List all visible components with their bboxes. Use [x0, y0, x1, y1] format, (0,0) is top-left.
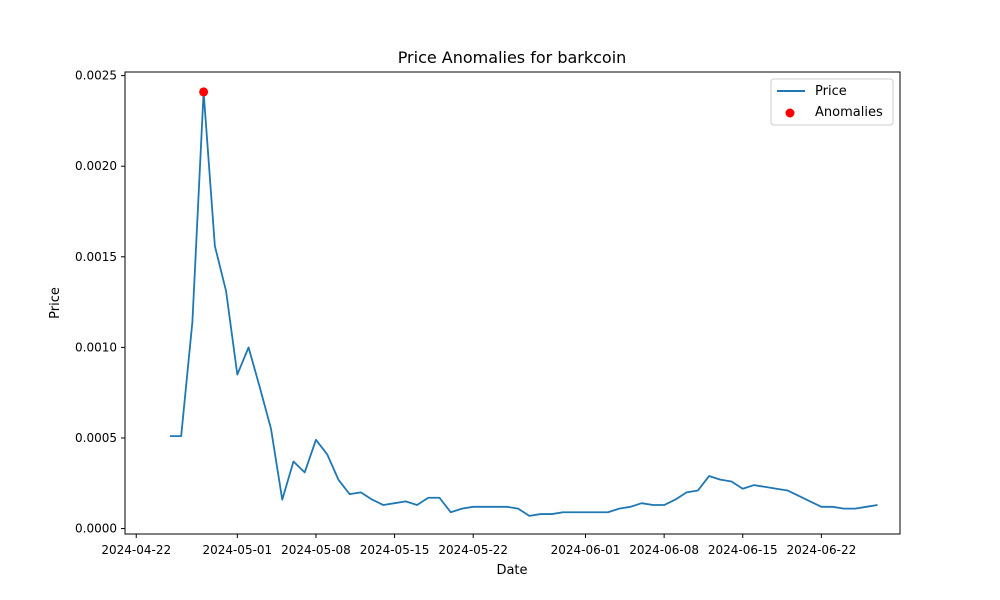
- x-tick-label: 2024-05-01: [202, 543, 272, 557]
- x-tick-label: 2024-05-22: [438, 543, 508, 557]
- legend-price-label: Price: [815, 84, 847, 99]
- x-tick-label: 2024-06-15: [708, 543, 778, 557]
- y-tick-label: 0.0000: [75, 522, 117, 536]
- series-line-price: [169, 91, 878, 517]
- x-tick-label: 2024-06-22: [787, 543, 857, 557]
- x-axis-label: Date: [496, 563, 527, 578]
- y-tick-label: 0.0005: [75, 431, 117, 445]
- y-axis: 0.0000 0.0005 0.0010 0.0015 0.0020 0.0025: [75, 69, 125, 536]
- legend-anomalies-marker: [785, 108, 795, 118]
- legend: Price Anomalies: [770, 78, 894, 126]
- y-tick-label: 0.0020: [75, 159, 117, 173]
- plot-frame: [124, 71, 901, 535]
- y-axis-label: Price: [48, 287, 63, 319]
- x-tick-label: 2024-05-08: [281, 543, 351, 557]
- y-tick-label: 0.0025: [75, 69, 117, 83]
- x-tick-label: 2024-06-01: [551, 543, 621, 557]
- y-tick-label: 0.0010: [75, 340, 117, 354]
- anomaly-point: [199, 87, 209, 97]
- x-tick-label: 2024-05-15: [360, 543, 430, 557]
- x-tick-label: 2024-04-22: [101, 543, 171, 557]
- x-axis: 2024-04-22 2024-05-01 2024-05-08 2024-05-15…: [101, 534, 856, 557]
- legend-anomalies-label: Anomalies: [815, 105, 883, 120]
- plot-layer: [169, 87, 878, 517]
- chart-title: Price Anomalies for barkcoin: [398, 48, 627, 67]
- y-tick-label: 0.0015: [75, 250, 117, 264]
- x-tick-label: 2024-06-08: [629, 543, 699, 557]
